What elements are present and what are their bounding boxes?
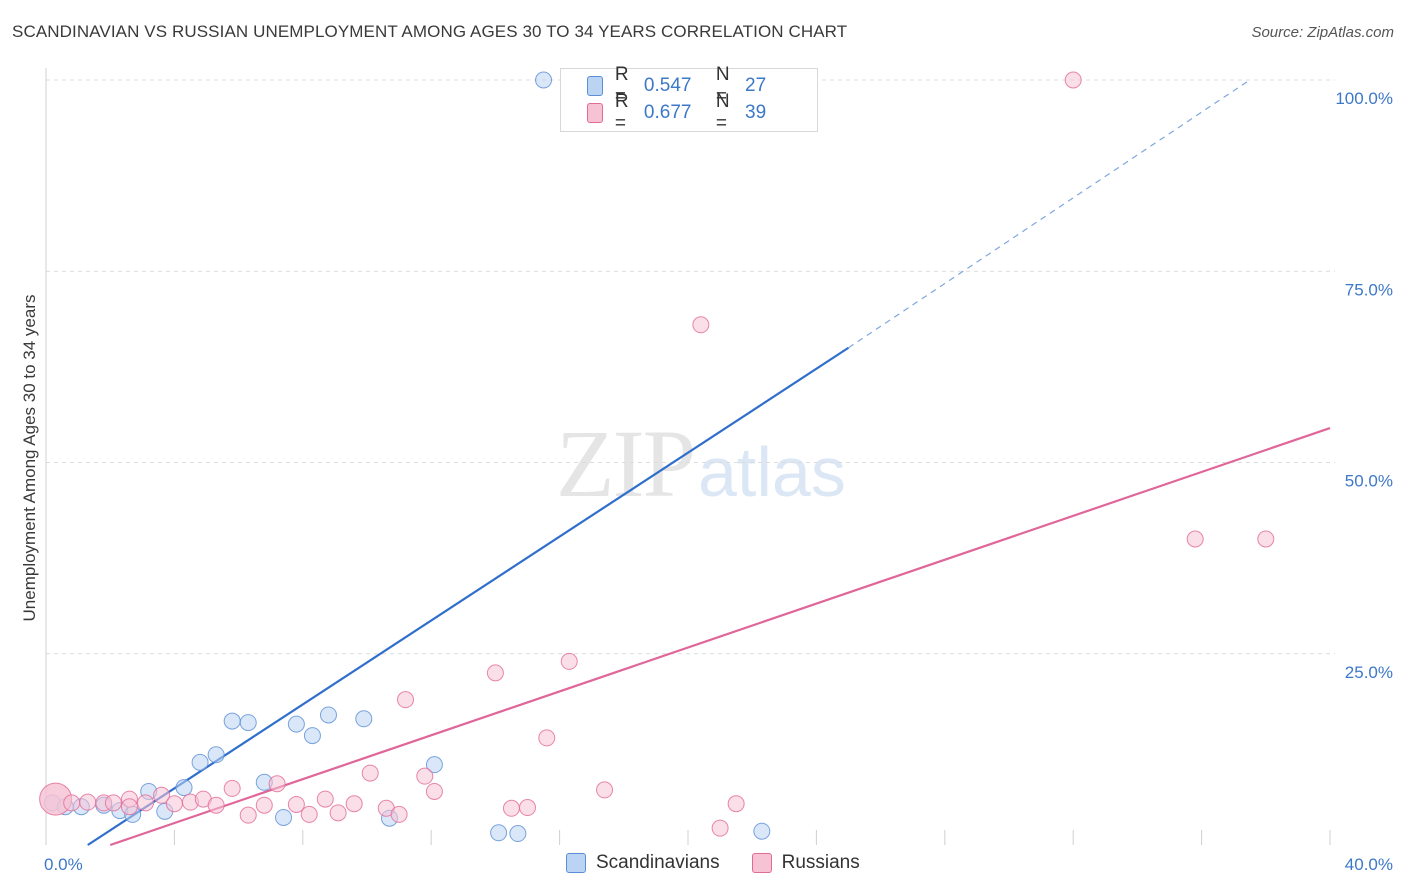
russians-point (692, 316, 710, 334)
russians-point (153, 786, 171, 804)
legend-n-value: 27 (745, 75, 767, 96)
scandinavians-point (425, 756, 443, 774)
legend-label-russians: Russians (781, 852, 860, 873)
russians-point (390, 805, 408, 823)
russians-point (63, 794, 81, 812)
grid (46, 79, 1335, 655)
legend-swatch-scandinavians (566, 853, 586, 873)
legend-swatch-russians (587, 103, 603, 123)
scandinavians-point (239, 714, 257, 732)
trend-line-scandinavians-extension (848, 79, 1251, 349)
scandinavians-point (223, 712, 241, 730)
russians-point (538, 729, 556, 747)
russians-point (300, 805, 318, 823)
legend-n-label: N = (715, 64, 730, 107)
russians-point (316, 790, 334, 808)
legend-r-label: R = (614, 91, 629, 134)
data-points (39, 71, 1275, 843)
scandinavians-point (207, 746, 225, 764)
legend-n-value: 39 (745, 102, 767, 123)
legend-r-value: 0.547 (643, 75, 692, 96)
russians-point (1186, 530, 1204, 548)
russians-point (287, 795, 305, 813)
russians-point (329, 804, 347, 822)
legend-item-russians[interactable]: Russians (751, 852, 860, 874)
russians-point (425, 782, 443, 800)
russians-point (239, 806, 257, 824)
scandinavians-point (535, 71, 553, 89)
scandinavians-point (275, 808, 293, 826)
axes (45, 68, 1331, 845)
scandinavians-point (287, 715, 305, 733)
legend-r-value: 0.677 (643, 102, 692, 123)
russians-point (1064, 71, 1082, 89)
russians-point (120, 798, 138, 816)
y-tick-label: 50.0% (1345, 472, 1393, 491)
scandinavians-point (319, 706, 337, 724)
legend-item-scandinavians[interactable]: Scandinavians (566, 852, 720, 874)
x-tick-label: 0.0% (44, 855, 83, 874)
russians-point (361, 764, 379, 782)
y-tick-label: 25.0% (1345, 663, 1393, 682)
russians-point (727, 795, 745, 813)
russians-point (397, 691, 415, 709)
scandinavians-point (753, 822, 771, 840)
russians-point (486, 664, 504, 682)
y-tick-label: 100.0% (1335, 89, 1393, 108)
scandinavians-point (509, 825, 527, 843)
russians-point (104, 794, 122, 812)
x-tick-label: 40.0% (1345, 855, 1393, 874)
russians-point (165, 795, 183, 813)
russians-point (502, 799, 520, 817)
russians-point (207, 796, 225, 814)
trend-line-russians (109, 427, 1331, 847)
russians-point (711, 819, 729, 837)
legend-swatch-scandinavians (587, 76, 603, 96)
russians-point (1257, 530, 1275, 548)
chart-title: SCANDINAVIAN VS RUSSIAN UNEMPLOYMENT AMO… (12, 22, 848, 41)
legend-n-label: N = (715, 91, 730, 134)
scandinavians-point (490, 824, 508, 842)
source-label: Source: ZipAtlas.com (1251, 24, 1394, 41)
legend-swatch-russians (751, 853, 772, 873)
legend-label-scandinavians: Scandinavians (596, 852, 720, 873)
series-legend: Scandinavians Russians (566, 852, 892, 874)
legend-r-label: R = (614, 64, 629, 107)
russians-point (519, 799, 536, 817)
russians-point (79, 793, 97, 811)
scandinavians-point (175, 779, 193, 797)
y-tick-label: 75.0% (1345, 280, 1393, 299)
russians-point (223, 779, 241, 797)
russians-point (345, 795, 363, 813)
scandinavians-point (355, 710, 373, 728)
stats-legend: R = 0.547 N = 27 R = 0.677 N = 39 (560, 64, 818, 134)
russians-point (596, 781, 614, 799)
legend-row-russians: R = 0.677 N = 39 (587, 91, 817, 134)
russians-point (560, 652, 578, 670)
scandinavians-point (191, 753, 209, 771)
legend-row-scandinavians: R = 0.547 N = 27 (587, 64, 817, 107)
russians-point (416, 767, 434, 785)
tick-labels: 25.0% 50.0% 75.0% 100.0% 0.0% 40.0% (44, 89, 1393, 874)
russians-point (137, 794, 155, 812)
russians-point (268, 775, 286, 793)
scandinavians-point (303, 727, 321, 745)
russians-point (255, 796, 273, 814)
